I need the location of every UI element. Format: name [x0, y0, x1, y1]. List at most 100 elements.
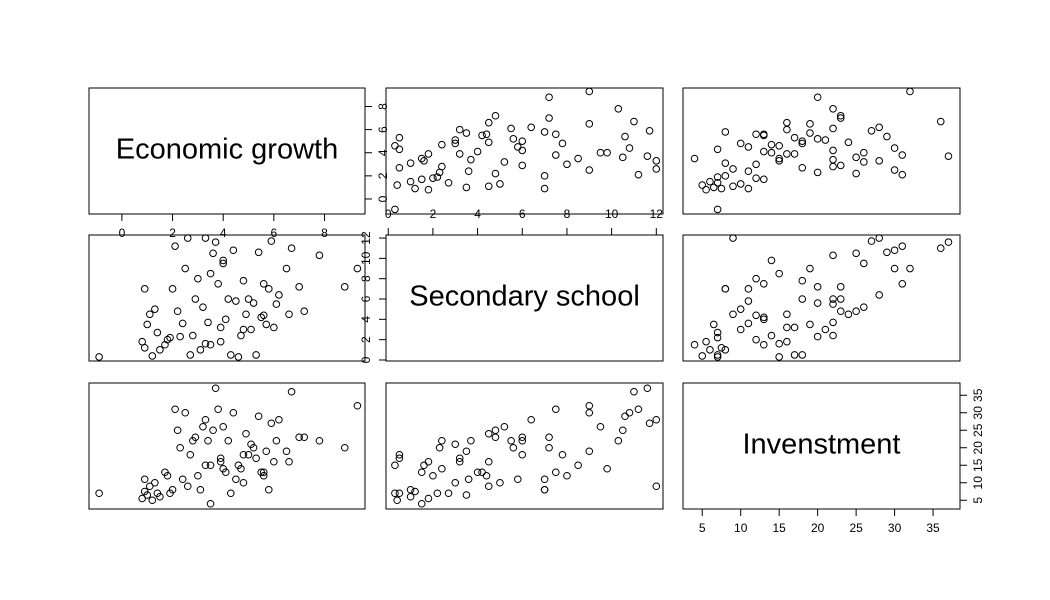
point [634, 405, 643, 414]
point [813, 332, 822, 341]
point [540, 128, 549, 136]
point [518, 137, 527, 145]
point [340, 283, 349, 291]
point [645, 126, 654, 135]
point [196, 485, 205, 494]
point [836, 283, 845, 291]
point [464, 475, 473, 484]
point [829, 162, 837, 171]
point [540, 475, 549, 484]
point [513, 143, 522, 151]
point [852, 307, 860, 316]
point [214, 405, 222, 414]
point [176, 332, 184, 341]
point [875, 123, 884, 132]
point [721, 285, 730, 293]
point [438, 162, 446, 171]
point [484, 482, 493, 491]
point [759, 175, 768, 184]
point [473, 147, 482, 156]
point [527, 123, 536, 132]
tick-label: 6 [376, 126, 390, 133]
point [759, 130, 768, 139]
point [435, 443, 444, 452]
point [875, 234, 884, 242]
point [166, 333, 174, 342]
point [393, 496, 401, 505]
point [783, 125, 791, 134]
point [406, 485, 415, 494]
point [234, 353, 243, 361]
point [455, 150, 464, 158]
point [229, 246, 238, 255]
tick-label: 10 [971, 476, 985, 490]
point [798, 351, 807, 359]
tick-label: 8 [359, 275, 373, 282]
point [201, 339, 210, 348]
point [596, 422, 605, 431]
point [140, 285, 149, 293]
point [690, 154, 699, 163]
point [262, 447, 271, 456]
point [209, 249, 217, 258]
point [813, 299, 822, 307]
point [171, 242, 179, 250]
tick-label: 5 [699, 521, 706, 535]
point [603, 464, 611, 473]
point [194, 274, 202, 283]
point [151, 478, 159, 487]
point [275, 415, 283, 424]
point [491, 433, 500, 442]
point [391, 205, 399, 214]
point [491, 169, 500, 178]
point [736, 325, 745, 334]
point [153, 328, 162, 337]
point [729, 182, 737, 191]
point [783, 323, 791, 332]
point [295, 433, 303, 442]
point [509, 443, 518, 452]
point [698, 352, 707, 360]
point [702, 185, 710, 194]
point [219, 259, 228, 268]
point [836, 295, 845, 303]
point [467, 155, 475, 164]
point [219, 422, 228, 431]
point [438, 436, 446, 445]
point [898, 170, 907, 179]
point [507, 436, 515, 445]
point [783, 150, 791, 158]
point [204, 436, 212, 445]
point [433, 173, 442, 181]
point [285, 310, 293, 319]
point [890, 264, 899, 273]
point [340, 443, 349, 452]
point [262, 320, 271, 329]
point [752, 311, 760, 320]
point [744, 285, 753, 293]
point [652, 157, 661, 165]
point [585, 120, 594, 128]
point [645, 419, 654, 428]
point [752, 335, 760, 344]
point [424, 494, 433, 503]
point [585, 87, 594, 96]
point [518, 433, 527, 442]
point [806, 264, 814, 273]
point [424, 457, 433, 466]
tick-label: 2 [430, 207, 437, 221]
point [713, 353, 722, 361]
point [890, 144, 899, 152]
point [199, 422, 207, 431]
point [775, 339, 783, 348]
point [790, 323, 799, 332]
point [214, 279, 222, 288]
point [411, 487, 419, 496]
point [836, 111, 845, 120]
point [829, 251, 837, 260]
point [300, 433, 309, 442]
point [551, 468, 560, 477]
point [464, 167, 473, 176]
point [783, 337, 791, 346]
point [156, 492, 164, 501]
